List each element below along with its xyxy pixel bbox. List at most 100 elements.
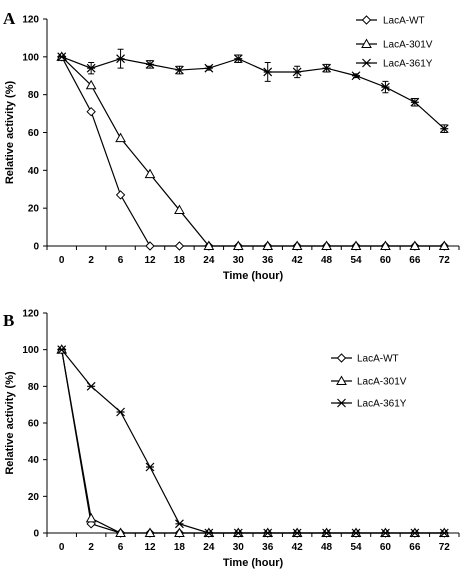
x-tick-label: 0: [59, 542, 65, 553]
data-point: [57, 52, 67, 62]
legend: LacA-WT LacA-301V LacA-361Y: [331, 353, 407, 410]
x-tick-label: 60: [380, 542, 392, 553]
y-tick-label: 0: [33, 529, 39, 540]
data-point: [233, 54, 243, 64]
data-point: [263, 528, 273, 538]
data-point: [438, 240, 450, 250]
data-point: [116, 54, 125, 64]
x-tick-label: 0: [59, 255, 65, 266]
data-point: [233, 528, 243, 538]
legend-marker: [336, 353, 347, 363]
legend-marker: [336, 375, 347, 385]
data-point: [262, 240, 274, 250]
x-tick-label: 30: [233, 542, 245, 553]
x-tick-label: 6: [118, 255, 124, 266]
y-tick-label: 40: [28, 166, 40, 177]
data-point: [175, 65, 184, 75]
x-tick-label: 12: [144, 255, 156, 266]
legend: LacA-WT LacA-301V LacA-361Y: [356, 15, 433, 70]
legend-label: LacA-301V: [383, 40, 433, 51]
y-tick-label: 40: [28, 455, 40, 466]
data-point: [380, 240, 391, 250]
x-tick-label: 72: [439, 255, 451, 266]
data-point: [85, 79, 97, 90]
y-axis-title: Relative activity (%): [4, 371, 16, 475]
legend-marker: [361, 38, 372, 48]
series-line: [61, 349, 445, 534]
data-point: [57, 345, 67, 355]
legend-label: LacA-301V: [357, 377, 407, 388]
legend-label: LacA-361Y: [357, 399, 407, 410]
x-tick-label: 66: [409, 255, 421, 266]
y-tick-label: 20: [28, 204, 40, 215]
data-point: [86, 381, 96, 391]
panel-label: A: [3, 9, 16, 28]
series-laca-wt: [57, 52, 449, 251]
y-tick-label: 120: [22, 309, 39, 320]
data-point: [291, 240, 303, 250]
x-axis-title: Time (hour): [223, 270, 284, 282]
x-tick-label: 48: [321, 255, 333, 266]
data-point: [410, 97, 420, 107]
legend-label: LacA-WT: [357, 354, 399, 365]
y-tick-label: 80: [28, 90, 40, 101]
data-point: [145, 59, 155, 69]
data-point: [322, 63, 331, 73]
x-tick-label: 2: [88, 542, 94, 553]
x-tick-label: 6: [118, 542, 124, 553]
data-point: [232, 240, 244, 250]
y-tick-label: 120: [22, 15, 39, 26]
data-point: [321, 240, 332, 250]
x-tick-label: 36: [262, 255, 274, 266]
x-tick-label: 2: [88, 255, 94, 266]
data-point: [203, 240, 215, 250]
data-point: [381, 528, 390, 538]
data-point: [439, 124, 449, 134]
x-tick-label: 30: [233, 255, 245, 266]
data-point: [410, 528, 420, 538]
x-tick-label: 18: [174, 542, 186, 553]
data-point: [174, 527, 185, 537]
series-laca-361y: [57, 48, 449, 134]
data-point: [116, 407, 125, 417]
y-tick-label: 60: [28, 128, 40, 139]
x-tick-label: 12: [144, 542, 156, 553]
data-point: [145, 462, 155, 472]
data-point: [145, 241, 155, 251]
data-point: [174, 204, 185, 215]
legend-label: LacA-WT: [383, 16, 425, 27]
series-laca-wt: [57, 344, 449, 538]
panel-label: B: [3, 311, 14, 330]
y-tick-label: 80: [28, 382, 40, 393]
data-point: [86, 106, 96, 117]
x-tick-label: 54: [350, 542, 362, 553]
data-point: [350, 240, 362, 250]
y-tick-label: 60: [28, 419, 40, 430]
data-point: [174, 241, 185, 251]
y-axis-title: Relative activity (%): [4, 81, 16, 185]
data-point: [115, 190, 126, 200]
legend-marker: [361, 15, 372, 25]
data-point: [115, 527, 126, 537]
data-point: [381, 82, 390, 92]
x-tick-label: 24: [203, 542, 215, 553]
x-tick-label: 42: [292, 255, 304, 266]
series-line: [61, 56, 445, 130]
data-point: [115, 132, 126, 143]
y-tick-label: 100: [22, 345, 39, 356]
x-tick-label: 24: [203, 255, 215, 266]
data-point: [292, 528, 302, 538]
y-tick-label: 20: [28, 492, 40, 503]
data-point: [86, 63, 96, 73]
x-tick-label: 60: [380, 255, 392, 266]
series-laca-301v: [56, 51, 450, 250]
y-tick-label: 100: [22, 52, 39, 63]
series-laca-361y: [57, 345, 449, 538]
data-point: [439, 528, 449, 538]
x-tick-label: 18: [174, 255, 186, 266]
data-point: [85, 512, 97, 523]
data-point: [263, 67, 273, 77]
legend-marker: [362, 58, 371, 68]
legend-label: LacA-361Y: [383, 59, 433, 70]
data-point: [144, 168, 156, 179]
